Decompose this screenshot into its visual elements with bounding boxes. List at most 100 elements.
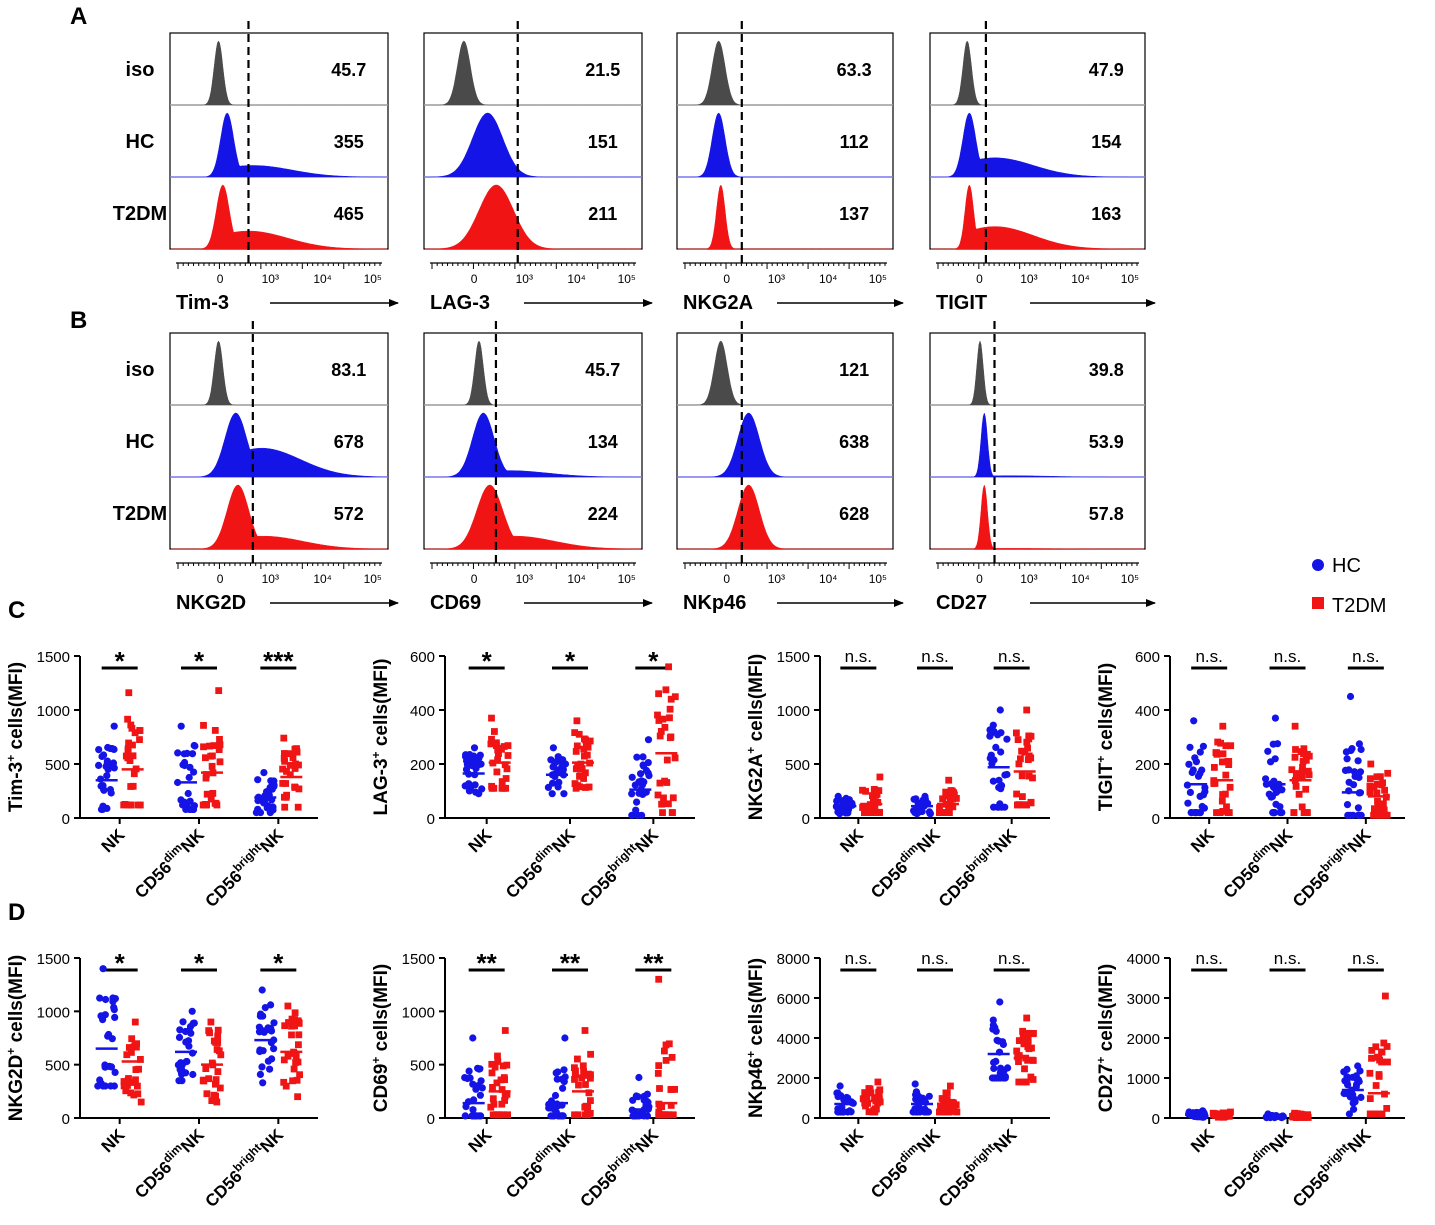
data-point-hc bbox=[189, 1019, 197, 1027]
data-point-t2dm bbox=[865, 1085, 873, 1092]
histogram-curve-t2dm bbox=[678, 484, 892, 550]
x-tick-label: 10⁴ bbox=[819, 272, 838, 286]
data-point-hc bbox=[104, 765, 112, 774]
marker-label: LAG-3 bbox=[430, 292, 490, 314]
data-point-hc bbox=[255, 1023, 263, 1031]
data-point-t2dm bbox=[137, 1056, 144, 1063]
mfi-value: 163 bbox=[1091, 204, 1121, 224]
marker-label: NKG2A bbox=[683, 292, 753, 314]
data-point-hc bbox=[560, 1078, 568, 1086]
mfi-value: 47.9 bbox=[1089, 60, 1124, 80]
data-point-hc bbox=[549, 779, 557, 787]
mfi-value: 572 bbox=[334, 504, 364, 524]
data-point-t2dm bbox=[504, 742, 512, 749]
data-point-hc bbox=[925, 1092, 933, 1100]
data-point-hc bbox=[996, 800, 1004, 808]
data-point-t2dm bbox=[662, 686, 670, 694]
data-point-hc bbox=[989, 777, 998, 785]
data-point-hc bbox=[834, 1089, 842, 1097]
data-point-t2dm bbox=[1380, 800, 1387, 808]
histogram-curve-hc bbox=[931, 112, 1144, 178]
data-point-hc bbox=[174, 749, 182, 757]
scatter-C-3: 0 200 400 600 TIGIT+ cells(MFI) NK n.s. CD56dim… bbox=[1094, 647, 1405, 911]
data-point-t2dm bbox=[1378, 1110, 1386, 1118]
histogram-curve-iso bbox=[425, 340, 641, 406]
histogram-curve-t2dm bbox=[678, 184, 892, 250]
data-point-t2dm bbox=[1298, 803, 1306, 811]
y-axis-label: Tim-3+ cells(MFI) bbox=[4, 662, 27, 812]
data-point-hc bbox=[1343, 755, 1351, 763]
data-point-hc bbox=[475, 1065, 483, 1073]
y-tick-label: 4000 bbox=[1127, 951, 1160, 968]
data-point-t2dm bbox=[281, 1022, 289, 1030]
legend-hc-marker bbox=[1312, 559, 1324, 571]
data-point-t2dm bbox=[582, 1103, 590, 1110]
data-point-t2dm bbox=[571, 1071, 579, 1078]
data-point-t2dm bbox=[206, 742, 213, 750]
data-point-hc bbox=[179, 1018, 187, 1026]
data-point-t2dm bbox=[206, 1029, 213, 1037]
data-point-hc bbox=[998, 1038, 1007, 1046]
data-point-t2dm bbox=[661, 1047, 668, 1055]
data-point-t2dm bbox=[493, 739, 500, 747]
data-point-hc bbox=[266, 1065, 274, 1073]
data-point-t2dm bbox=[502, 775, 510, 782]
data-point-hc bbox=[111, 1013, 119, 1022]
data-point-t2dm bbox=[870, 798, 878, 806]
data-point-hc bbox=[1192, 758, 1200, 766]
data-point-t2dm bbox=[130, 1091, 138, 1099]
data-point-hc bbox=[1190, 717, 1198, 725]
data-point-t2dm bbox=[281, 750, 288, 757]
histogram-lag-3: 21.5 151 211 0 10³ 10⁴ 10⁵ LAG-3 bbox=[423, 21, 653, 314]
data-point-t2dm bbox=[211, 799, 219, 807]
data-point-hc bbox=[101, 1082, 109, 1090]
y-tick-label: 2000 bbox=[1127, 1031, 1160, 1048]
data-point-t2dm bbox=[1222, 742, 1230, 750]
data-point-hc bbox=[837, 807, 845, 815]
x-category-label: CD56brightNK bbox=[933, 823, 1021, 911]
data-point-hc bbox=[465, 1067, 473, 1075]
data-point-hc bbox=[106, 786, 114, 794]
data-point-hc bbox=[635, 1073, 643, 1082]
data-point-hc bbox=[95, 761, 103, 770]
data-point-t2dm bbox=[203, 771, 210, 778]
x-category-label: NK bbox=[836, 1125, 867, 1156]
data-point-t2dm bbox=[293, 1076, 301, 1084]
data-point-hc bbox=[1003, 735, 1011, 743]
data-point-hc bbox=[996, 706, 1004, 714]
significance-label: n.s. bbox=[998, 949, 1025, 968]
legend: HC T2DM bbox=[1312, 555, 1386, 617]
data-point-t2dm bbox=[1023, 706, 1031, 714]
significance-label: n.s. bbox=[845, 647, 872, 666]
charts-layer: iso 45.7 HC 355 T2DM 465 0 10³ 10⁴ 10⁵ Tim-3 21.5 15… bbox=[4, 21, 1405, 1211]
data-point-t2dm bbox=[280, 734, 288, 742]
significance-label: ** bbox=[560, 948, 581, 978]
mfi-value: 137 bbox=[839, 204, 869, 224]
y-tick-label: 1500 bbox=[37, 649, 70, 666]
data-point-t2dm bbox=[656, 779, 664, 787]
data-point-hc bbox=[254, 776, 262, 784]
data-point-t2dm bbox=[493, 1079, 501, 1087]
y-axis-label: NKG2A+ cells(MFI) bbox=[744, 654, 767, 820]
data-point-t2dm bbox=[939, 795, 946, 803]
data-point-t2dm bbox=[289, 750, 296, 758]
data-point-hc bbox=[99, 965, 107, 973]
panel-letter-c: C bbox=[8, 597, 25, 624]
data-point-t2dm bbox=[946, 809, 953, 816]
y-tick-label: 500 bbox=[410, 1058, 435, 1075]
x-tick-label: 10⁴ bbox=[819, 572, 838, 586]
data-point-t2dm bbox=[208, 1097, 216, 1104]
histogram-curve-hc bbox=[678, 112, 892, 178]
data-point-t2dm bbox=[666, 714, 673, 722]
data-point-t2dm bbox=[215, 746, 223, 753]
histogram-curve-t2dm bbox=[425, 484, 642, 550]
y-tick-label: 2000 bbox=[777, 1071, 810, 1088]
data-point-t2dm bbox=[1018, 772, 1026, 780]
data-point-hc bbox=[477, 1077, 485, 1085]
data-point-t2dm bbox=[207, 752, 215, 760]
data-point-hc bbox=[466, 784, 475, 792]
data-point-t2dm bbox=[659, 809, 666, 816]
data-point-t2dm bbox=[582, 1081, 589, 1088]
data-point-hc bbox=[833, 797, 841, 805]
data-point-t2dm bbox=[216, 736, 223, 743]
